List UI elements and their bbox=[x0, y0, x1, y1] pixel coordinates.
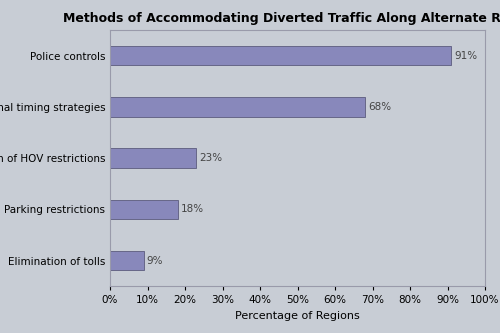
Title: Methods of Accommodating Diverted Traffic Along Alternate Route: Methods of Accommodating Diverted Traffi… bbox=[62, 12, 500, 25]
Text: 91%: 91% bbox=[454, 51, 477, 61]
Text: 9%: 9% bbox=[147, 256, 163, 266]
Bar bbox=[110, 200, 178, 219]
Bar bbox=[110, 251, 144, 270]
Text: 68%: 68% bbox=[368, 102, 391, 112]
Bar bbox=[110, 97, 365, 117]
Text: 23%: 23% bbox=[199, 153, 222, 163]
Bar bbox=[110, 149, 196, 168]
X-axis label: Percentage of Regions: Percentage of Regions bbox=[235, 311, 360, 321]
Bar bbox=[110, 46, 451, 65]
Text: 18%: 18% bbox=[180, 204, 204, 214]
